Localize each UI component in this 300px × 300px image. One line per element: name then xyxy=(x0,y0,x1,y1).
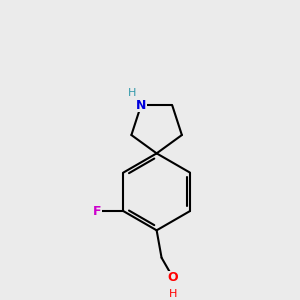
Text: F: F xyxy=(92,205,101,218)
Text: H: H xyxy=(128,88,136,98)
Text: H: H xyxy=(169,290,177,299)
Text: N: N xyxy=(136,99,146,112)
Text: O: O xyxy=(168,272,178,284)
